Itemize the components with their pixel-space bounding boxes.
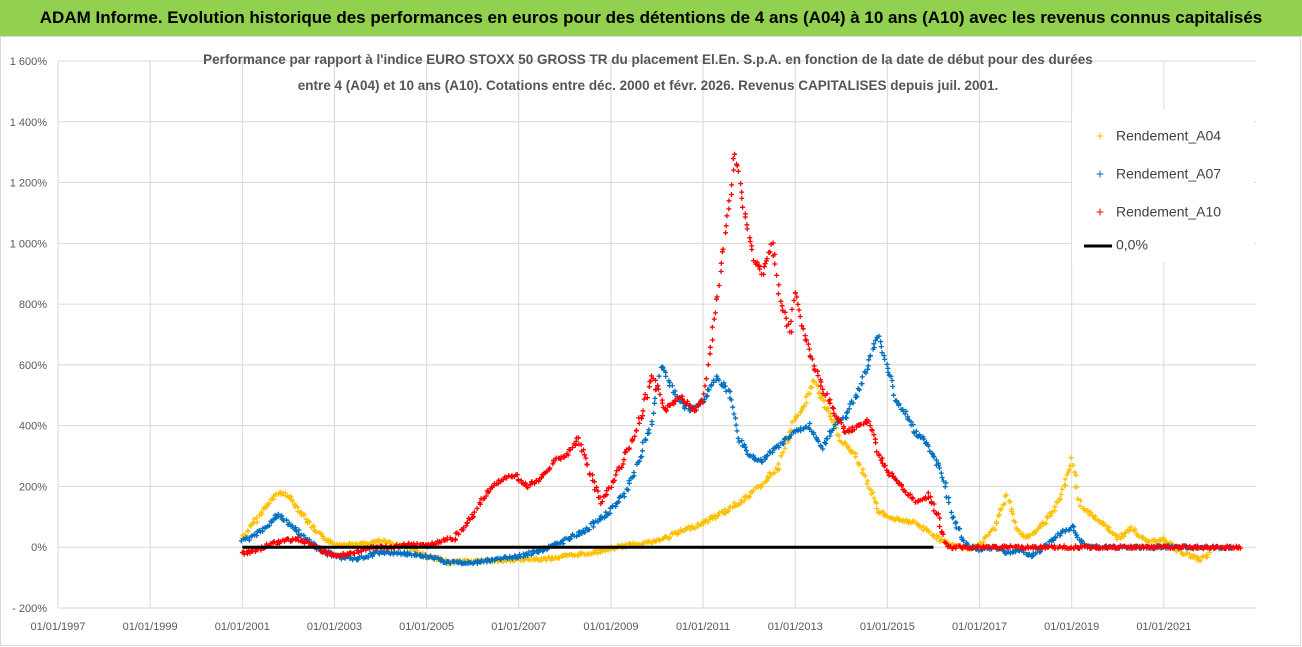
x-tick-label: 01/01/2013	[768, 621, 823, 633]
y-tick-label: 1 400%	[10, 117, 48, 129]
x-tick-label: 01/01/1999	[123, 621, 178, 633]
legend-label-a04: Rendement_A04	[1116, 128, 1221, 144]
legend-label-a10: Rendement_A10	[1116, 204, 1221, 220]
chart-title: Performance par rapport à l'indice EURO …	[203, 52, 1093, 93]
legend-marker-a10: +	[1096, 204, 1104, 220]
y-tick-label: 200%	[19, 481, 47, 493]
x-axis: 01/01/1997 01/01/1999 01/01/2001 01/01/2003…	[30, 621, 1191, 633]
y-tick-label: 1 600%	[10, 56, 48, 68]
report-banner: ADAM Informe. Evolution historique des p…	[0, 0, 1302, 36]
x-tick-label: 01/01/2019	[1044, 621, 1099, 633]
legend: + Rendement_A04 + Rendement_A07 + Rendem…	[1072, 110, 1254, 262]
legend-item-a07: + Rendement_A07	[1096, 166, 1221, 182]
x-tick-label: 01/01/2017	[952, 621, 1007, 633]
plot-area	[238, 151, 1243, 567]
y-axis: - 200% 0% 200% 400% 600% 800% 1 000% 1 200% 1 40…	[10, 56, 48, 615]
legend-item-a10: + Rendement_A10	[1096, 204, 1221, 220]
legend-item-a04: + Rendement_A04	[1096, 128, 1221, 144]
x-tick-label: 01/01/2007	[491, 621, 546, 633]
legend-item-zero-line: 0,0%	[1084, 237, 1148, 253]
x-tick-label: 01/01/2011	[676, 621, 730, 633]
x-tick-label: 01/01/1997	[30, 621, 85, 633]
y-tick-label: 1 000%	[10, 238, 48, 250]
legend-label-a07: Rendement_A07	[1116, 166, 1221, 182]
x-tick-label: 01/01/2021	[1136, 621, 1191, 633]
y-tick-label: 400%	[19, 421, 47, 433]
y-tick-label: 600%	[19, 360, 47, 372]
y-tick-label: 800%	[19, 299, 47, 311]
performance-chart: - 200% 0% 200% 400% 600% 800% 1 000% 1 200% 1 40…	[0, 36, 1301, 646]
chart-title-line-1: Performance par rapport à l'indice EURO …	[203, 52, 1093, 67]
legend-label-zero-line: 0,0%	[1116, 237, 1148, 253]
scatter-markers	[239, 151, 1243, 560]
y-tick-label: 1 200%	[10, 178, 48, 190]
x-tick-label: 01/01/2003	[307, 621, 362, 633]
series-rendement-a10	[239, 151, 1243, 560]
chart-title-line-2: entre 4 (A04) et 10 ans (A10). Cotations…	[298, 78, 999, 93]
legend-marker-a04: +	[1096, 128, 1104, 144]
y-tick-label: - 200%	[12, 603, 47, 615]
x-tick-label: 01/01/2005	[399, 621, 454, 633]
y-tick-label: 0%	[31, 542, 47, 554]
x-tick-label: 01/01/2001	[215, 621, 270, 633]
legend-box	[1072, 110, 1254, 262]
gridlines	[57, 60, 1256, 609]
x-tick-label: 01/01/2009	[583, 621, 638, 633]
legend-marker-a07: +	[1096, 166, 1104, 182]
x-tick-label: 01/01/2015	[860, 621, 915, 633]
